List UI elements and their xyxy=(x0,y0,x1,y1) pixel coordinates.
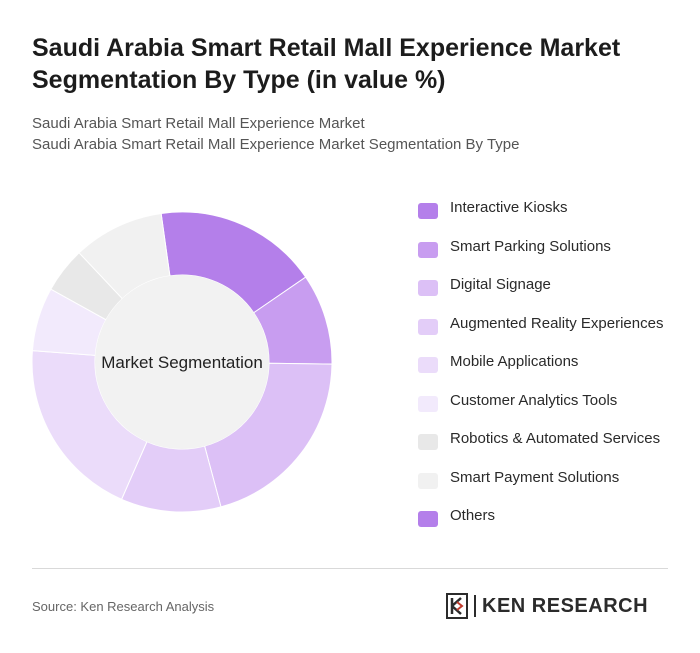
center-label: Market Segmentation xyxy=(101,353,263,372)
legend-swatch xyxy=(418,511,438,527)
legend-item: Smart Payment Solutions xyxy=(418,469,663,508)
legend-swatch xyxy=(418,203,438,219)
legend-item: Smart Parking Solutions xyxy=(418,238,663,277)
donut-chart: Market Segmentation xyxy=(31,211,333,513)
donut-hole xyxy=(95,275,269,449)
source-note: Source: Ken Research Analysis xyxy=(32,599,215,614)
legend-item: Digital Signage xyxy=(418,276,663,315)
logo-text: KEN RESEARCH xyxy=(482,594,649,617)
legend-item: Augmented Reality Experiences xyxy=(418,315,663,354)
legend-item: Customer Analytics Tools xyxy=(418,392,663,431)
legend-swatch xyxy=(418,434,438,450)
legend-swatch xyxy=(418,472,438,489)
legend-item: Mobile Applications xyxy=(418,353,663,392)
legend-label: Digital Signage xyxy=(450,276,551,293)
legend-label: Robotics & Automated Services xyxy=(450,430,661,447)
subtitle: Saudi Arabia Smart Retail Mall Experienc… xyxy=(32,113,672,155)
subtitle-line-1: Saudi Arabia Smart Retail Mall Experienc… xyxy=(32,115,365,132)
legend-swatch xyxy=(418,280,438,296)
legend-label: Augmented Reality Experiences xyxy=(450,314,664,332)
legend-label: Smart Payment Solutions xyxy=(450,468,620,486)
legend-swatch xyxy=(418,357,438,373)
footer-divider xyxy=(32,568,668,569)
legend-swatch xyxy=(418,241,438,258)
legend-label: Mobile Applications xyxy=(450,353,579,370)
legend-label: Interactive Kiosks xyxy=(450,199,568,216)
subtitle-line-2: Saudi Arabia Smart Retail Mall Experienc… xyxy=(32,136,520,153)
legend-label: Smart Parking Solutions xyxy=(450,237,611,255)
ken-logo-icon xyxy=(446,593,468,619)
legend-item: Robotics & Automated Services xyxy=(418,430,663,469)
logo-separator xyxy=(474,595,476,617)
legend-swatch xyxy=(418,318,438,335)
donut-slices xyxy=(31,211,333,513)
chart-title: Saudi Arabia Smart Retail Mall Experienc… xyxy=(32,34,621,94)
legend-label: Customer Analytics Tools xyxy=(450,391,618,409)
legend-item: Others xyxy=(418,507,663,546)
legend-label: Others xyxy=(450,507,496,524)
legend-item: Interactive Kiosks xyxy=(418,199,663,238)
ken-research-logo: KEN RESEARCH xyxy=(446,592,648,620)
legend-swatch xyxy=(418,395,438,412)
legend: Interactive Kiosks Smart Parking Solution… xyxy=(418,199,663,546)
